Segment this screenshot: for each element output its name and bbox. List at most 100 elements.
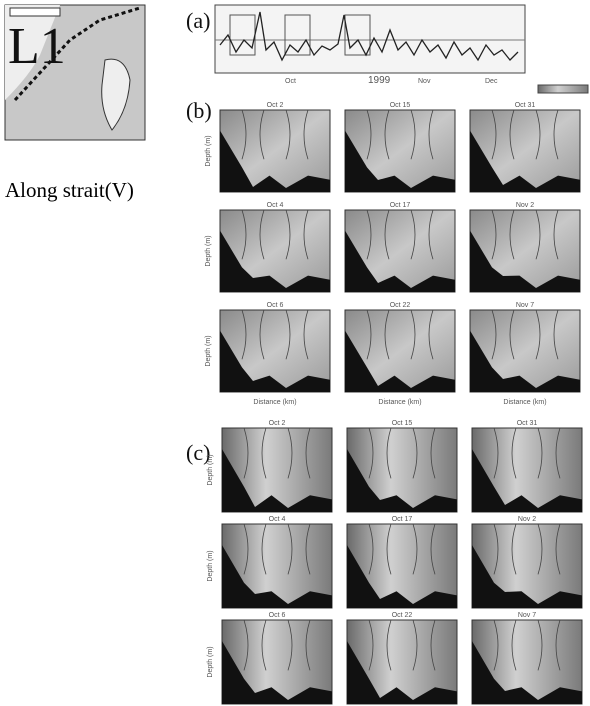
axis-label: Depth (m) [205,135,212,166]
month-label: Nov [418,78,431,85]
contour [555,619,561,671]
subplot-title: Oct 15 [392,420,413,427]
subplot-title: Nov 2 [518,516,536,523]
topography [347,641,457,704]
subplot-title: Nov 7 [516,302,534,309]
panel-a: (a) Oct Nov Dec 1999 [186,4,589,94]
topography [222,449,332,512]
contour [535,209,541,260]
topography [222,641,332,704]
event-box [344,14,371,56]
contour [259,309,265,360]
contour [491,209,497,260]
subplot-title: Oct 31 [517,420,538,427]
contour [243,523,249,575]
subplot-title: Oct 6 [269,612,286,619]
contour [412,619,418,671]
contour [511,427,517,479]
contour [241,309,247,360]
contour [384,309,390,360]
subplot-title: Oct 4 [269,516,286,523]
contour [241,209,247,260]
contour [535,109,541,160]
subplot-title: Oct 31 [515,102,536,109]
topography [470,230,580,292]
axis-label: Distance (km) [503,399,546,406]
subplot-title: Oct 22 [392,612,413,619]
contour [384,209,390,260]
topography [220,130,330,192]
contour [287,619,293,671]
contour [511,619,517,671]
contour [285,109,291,160]
topography [347,449,457,512]
contour [305,619,311,671]
axis-label: Depth (m) [205,235,212,266]
contour [535,309,541,360]
contour [243,619,249,671]
month-label: Oct [285,78,296,85]
axis-label: Depth (m) [207,646,214,677]
contour [410,209,416,260]
contour [493,523,499,575]
panel-label: (b) [186,98,212,123]
contour [412,523,418,575]
month-label: Dec [485,78,498,85]
contour [386,619,392,671]
contour [259,209,265,260]
event-box [284,14,311,56]
subplot-title: Oct 17 [392,516,413,523]
topography [472,449,582,512]
land [5,5,60,100]
contour [261,619,267,671]
topography [470,330,580,392]
transect [13,6,141,102]
axis-label: Depth (m) [207,550,214,581]
map-inset: L1 [4,4,146,141]
contour [305,523,311,575]
contour [511,523,517,575]
contour [493,619,499,671]
subplot-title: Oct 2 [267,102,284,109]
subplot-title: Nov 2 [516,202,534,209]
topography [345,330,455,392]
contour [537,619,543,671]
contour [555,427,561,479]
axis-label: Depth (m) [207,454,214,485]
contour [509,109,515,160]
contour [287,523,293,575]
subplot-title: Oct 17 [390,202,411,209]
contour [386,427,392,479]
contour [303,309,309,360]
topography [220,330,330,392]
contour [509,309,515,360]
contour [243,427,249,479]
contour [410,309,416,360]
island [101,58,131,131]
contour [366,209,372,260]
subplot-title: Oct 6 [267,302,284,309]
contour [430,427,436,479]
contour [368,619,374,671]
contour [285,309,291,360]
contour [428,209,434,260]
contour [537,427,543,479]
axis-label: Distance (km) [378,399,421,406]
contour [303,109,309,160]
contour [491,309,497,360]
subplot-title: Oct 4 [267,202,284,209]
contour [366,309,372,360]
contour [410,109,416,160]
contour [430,523,436,575]
topography [472,641,582,704]
subplot-title: Oct 15 [390,102,411,109]
contour [261,427,267,479]
contour [261,523,267,575]
colorbar [537,84,589,94]
topography [472,545,582,608]
contour [553,209,559,260]
panel-label: (c) [186,440,210,465]
topography [222,545,332,608]
contour [305,427,311,479]
